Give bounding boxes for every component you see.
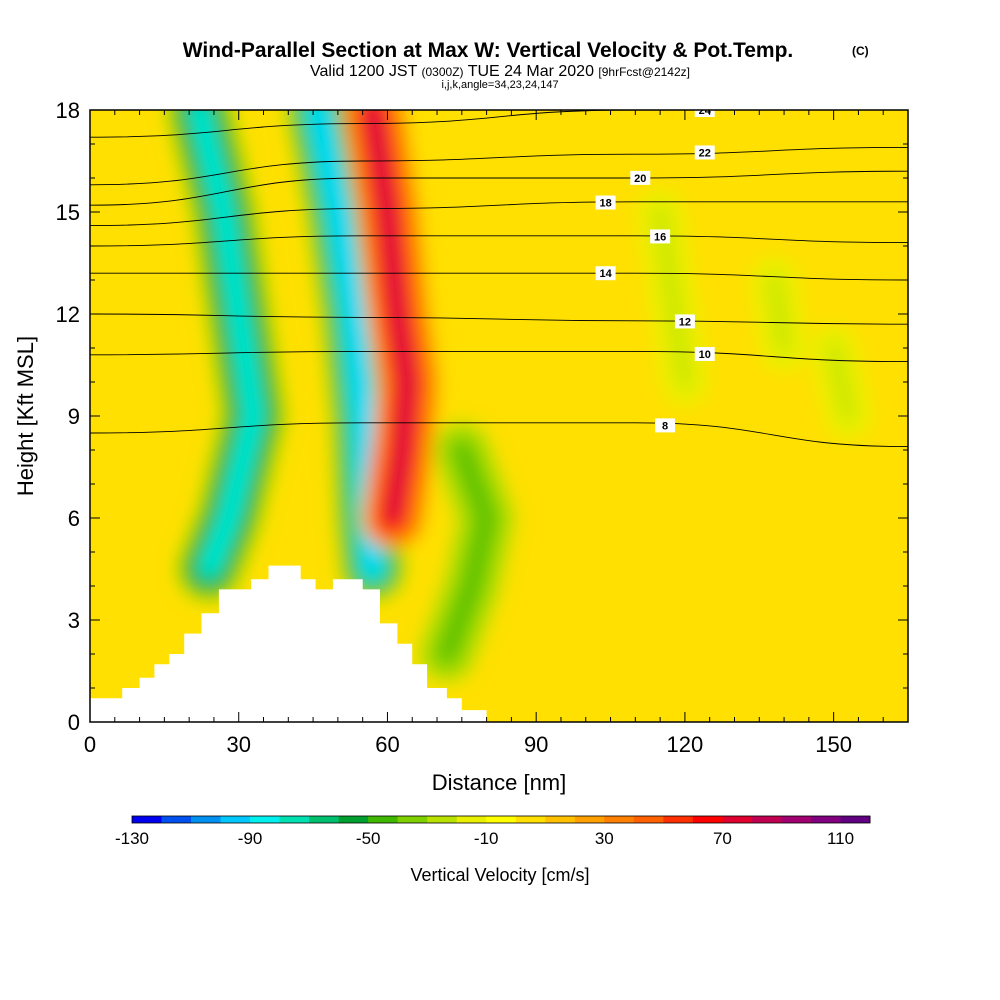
contour-label-bg-16 (650, 229, 671, 244)
x-axis-label: Distance [nm] (432, 770, 567, 795)
contour-line-16 (90, 235, 908, 247)
y-tick-label: 12 (56, 302, 80, 327)
colorbar-swatch (515, 816, 546, 823)
colorbar-swatch (427, 816, 458, 823)
contour-label-18: 18 (599, 198, 611, 210)
contour-line-22 (90, 146, 908, 186)
y-tick-label: 9 (68, 404, 80, 429)
x-tick-label: 60 (375, 732, 399, 757)
chart-title: Wind-Parallel Section at Max W: Vertical… (183, 39, 794, 62)
colorbar-swatch (161, 816, 192, 823)
colorbar-swatch (751, 816, 782, 823)
valid-time-line: Valid 1200 JST (0300Z) TUE 24 Mar 2020 [… (310, 63, 690, 80)
colorbar-swatch (191, 816, 222, 823)
y-tick-label: 3 (68, 608, 80, 633)
y-tick-label: 0 (68, 710, 80, 735)
velocity-core-2 (367, 110, 413, 523)
terrain-shape (90, 565, 487, 722)
contour-label-bg-10 (694, 346, 715, 361)
velocity-core-4 (655, 207, 690, 387)
colorbar-label: Vertical Velocity [cm/s] (410, 865, 589, 885)
colorbar-tick-label: -10 (474, 829, 499, 848)
copyright-mark: (C) (852, 44, 869, 58)
velocity-core-0 (194, 110, 259, 574)
contour-label-10: 10 (699, 349, 711, 361)
y-tick-label: 6 (68, 506, 80, 531)
colorbar-swatch (309, 816, 340, 823)
colorbar-tick-label: 70 (713, 829, 732, 848)
x-tick-label: 0 (84, 732, 96, 757)
valid-utc: (0300Z) (422, 65, 464, 79)
velocity-core-5 (769, 275, 790, 353)
colorbar-swatch (220, 816, 251, 823)
contour-label-14: 14 (599, 268, 612, 280)
velocity-field (90, 110, 908, 722)
colorbar-swatch (338, 816, 369, 823)
contour-label-bg-12 (674, 314, 695, 329)
colorbar-swatch (663, 816, 694, 823)
colorbar-frame (131, 815, 871, 824)
x-tick-label: 90 (524, 732, 548, 757)
colorbar-swatch (604, 816, 635, 823)
field-cores (166, 110, 871, 683)
contour-label-bg-24 (694, 110, 715, 117)
axes: 0 30 60 90 120 150 0 3 6 9 12 15 18 (56, 98, 909, 757)
x-tick-label: 30 (226, 732, 250, 757)
x-tick-label: 150 (815, 732, 852, 757)
colorbar-swatch (810, 816, 841, 823)
contour-line-20 (90, 170, 908, 206)
colorbar-swatch (574, 816, 605, 823)
contour-label-bg-18 (595, 195, 616, 210)
colorbar-swatch (781, 816, 812, 823)
grid-indices: i,j,k,angle=34,23,24,147 (441, 79, 558, 91)
y-axis-label: Height [Kft MSL] (13, 336, 38, 496)
contour-line-8 (90, 422, 908, 448)
terrain-mask (90, 565, 487, 722)
contour-label-bg-22 (694, 145, 715, 160)
colorbar-swatch (132, 816, 163, 823)
colorbar-tick-label: 110 (827, 829, 854, 848)
contour-label-24: 24 (699, 105, 712, 117)
y-tick-label: 18 (56, 98, 80, 123)
colorbar-tick-label: -50 (356, 829, 381, 848)
colorbar-swatch (633, 816, 664, 823)
contour-label-20: 20 (634, 173, 646, 185)
colorbar: -130 -90 -50 -10 30 70 110 (115, 815, 871, 848)
valid-prefix: Valid 1200 JST (310, 63, 418, 80)
contour-line-12 (90, 313, 908, 325)
colorbar-swatch (840, 816, 871, 823)
colorbar-swatch (722, 816, 753, 823)
contour-line-10 (90, 350, 908, 363)
contour-label-bg-8 (655, 418, 676, 433)
contour-label-12: 12 (679, 316, 691, 328)
contour-line-14 (90, 272, 908, 281)
colorbar-tick-label: 30 (595, 829, 614, 848)
contour-label-bg-14 (595, 266, 616, 281)
colorbar-swatch (279, 816, 310, 823)
velocity-core-6 (828, 343, 854, 421)
colorbar-swatch (692, 816, 723, 823)
theta-contours: 24 22 20 18 16 14 12 10 8 (90, 105, 908, 448)
contour-label-22: 22 (699, 147, 711, 159)
forecast-tag: [9hrFcst@2142z] (598, 65, 690, 79)
contour-line-24 (90, 110, 908, 138)
valid-date: TUE 24 Mar 2020 (468, 63, 594, 80)
contour-line-18 (90, 201, 908, 227)
colorbar-swatch (486, 816, 517, 823)
velocity-core-3 (441, 445, 492, 659)
contour-label-16: 16 (654, 231, 666, 243)
contour-label-bg-20 (630, 170, 651, 185)
x-tick-label: 120 (667, 732, 704, 757)
colorbar-swatch (250, 816, 281, 823)
colorbar-swatch (545, 816, 576, 823)
colorbar-swatch (397, 816, 428, 823)
colorbar-swatch (368, 816, 399, 823)
contour-label-8: 8 (662, 420, 668, 432)
colorbar-tick-label: -90 (238, 829, 263, 848)
y-tick-label: 15 (56, 200, 80, 225)
colorbar-swatch (456, 816, 487, 823)
colorbar-tick-label: -130 (115, 829, 149, 848)
